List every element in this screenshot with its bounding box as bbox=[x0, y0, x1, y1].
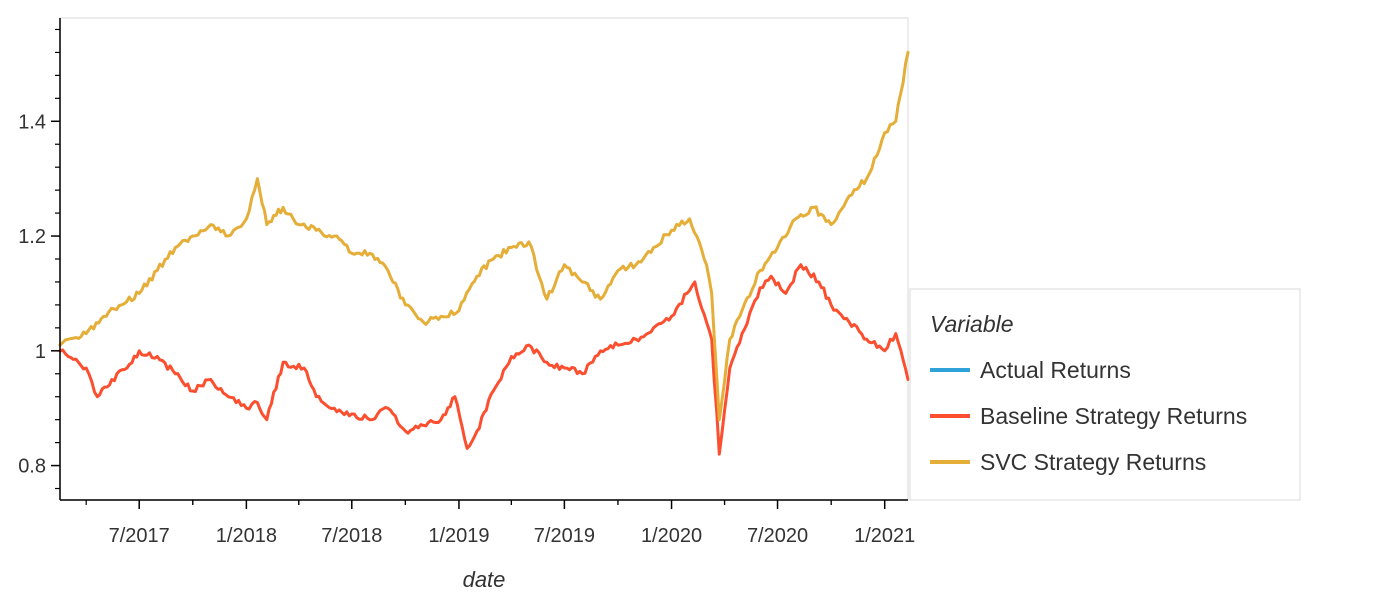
legend-items: Actual Returns Baseline Strategy Returns S… bbox=[930, 357, 1247, 475]
series-lines bbox=[58, 50, 910, 456]
x-tick-label: 1/2018 bbox=[216, 525, 277, 547]
legend-label: Actual Returns bbox=[980, 357, 1131, 383]
x-axis-title: date bbox=[463, 567, 506, 592]
legend-title: Variable bbox=[930, 311, 1014, 337]
axes bbox=[59, 18, 908, 501]
x-tick-label: 7/2017 bbox=[109, 525, 170, 547]
x-tick-label: 1/2019 bbox=[428, 525, 489, 547]
x-tick-label: 7/2018 bbox=[321, 525, 382, 547]
series-line-3 bbox=[58, 50, 910, 422]
x-tick-label: 7/2019 bbox=[534, 525, 595, 547]
x-tick-label: 1/2021 bbox=[854, 525, 915, 547]
y-tick-label: 0.8 bbox=[18, 456, 46, 478]
y-tick-label: 1.4 bbox=[18, 111, 46, 133]
legend: Variable Actual Returns Baseline Strategy… bbox=[909, 288, 1301, 501]
x-tick-label: 7/2020 bbox=[747, 525, 808, 547]
legend-label: SVC Strategy Returns bbox=[980, 449, 1206, 475]
plot-frame bbox=[59, 17, 909, 501]
x-tick-label: 1/2020 bbox=[641, 525, 702, 547]
legend-label: Baseline Strategy Returns bbox=[980, 403, 1247, 429]
legend-box bbox=[909, 288, 1301, 501]
y-tick-label: 1.2 bbox=[18, 226, 46, 248]
series-line-2 bbox=[58, 263, 910, 456]
ticks: 7/2017 1/2018 7/2018 1/2019 7/2019 1/2020 7/20… bbox=[18, 28, 915, 547]
y-tick-label: 1 bbox=[35, 341, 46, 363]
